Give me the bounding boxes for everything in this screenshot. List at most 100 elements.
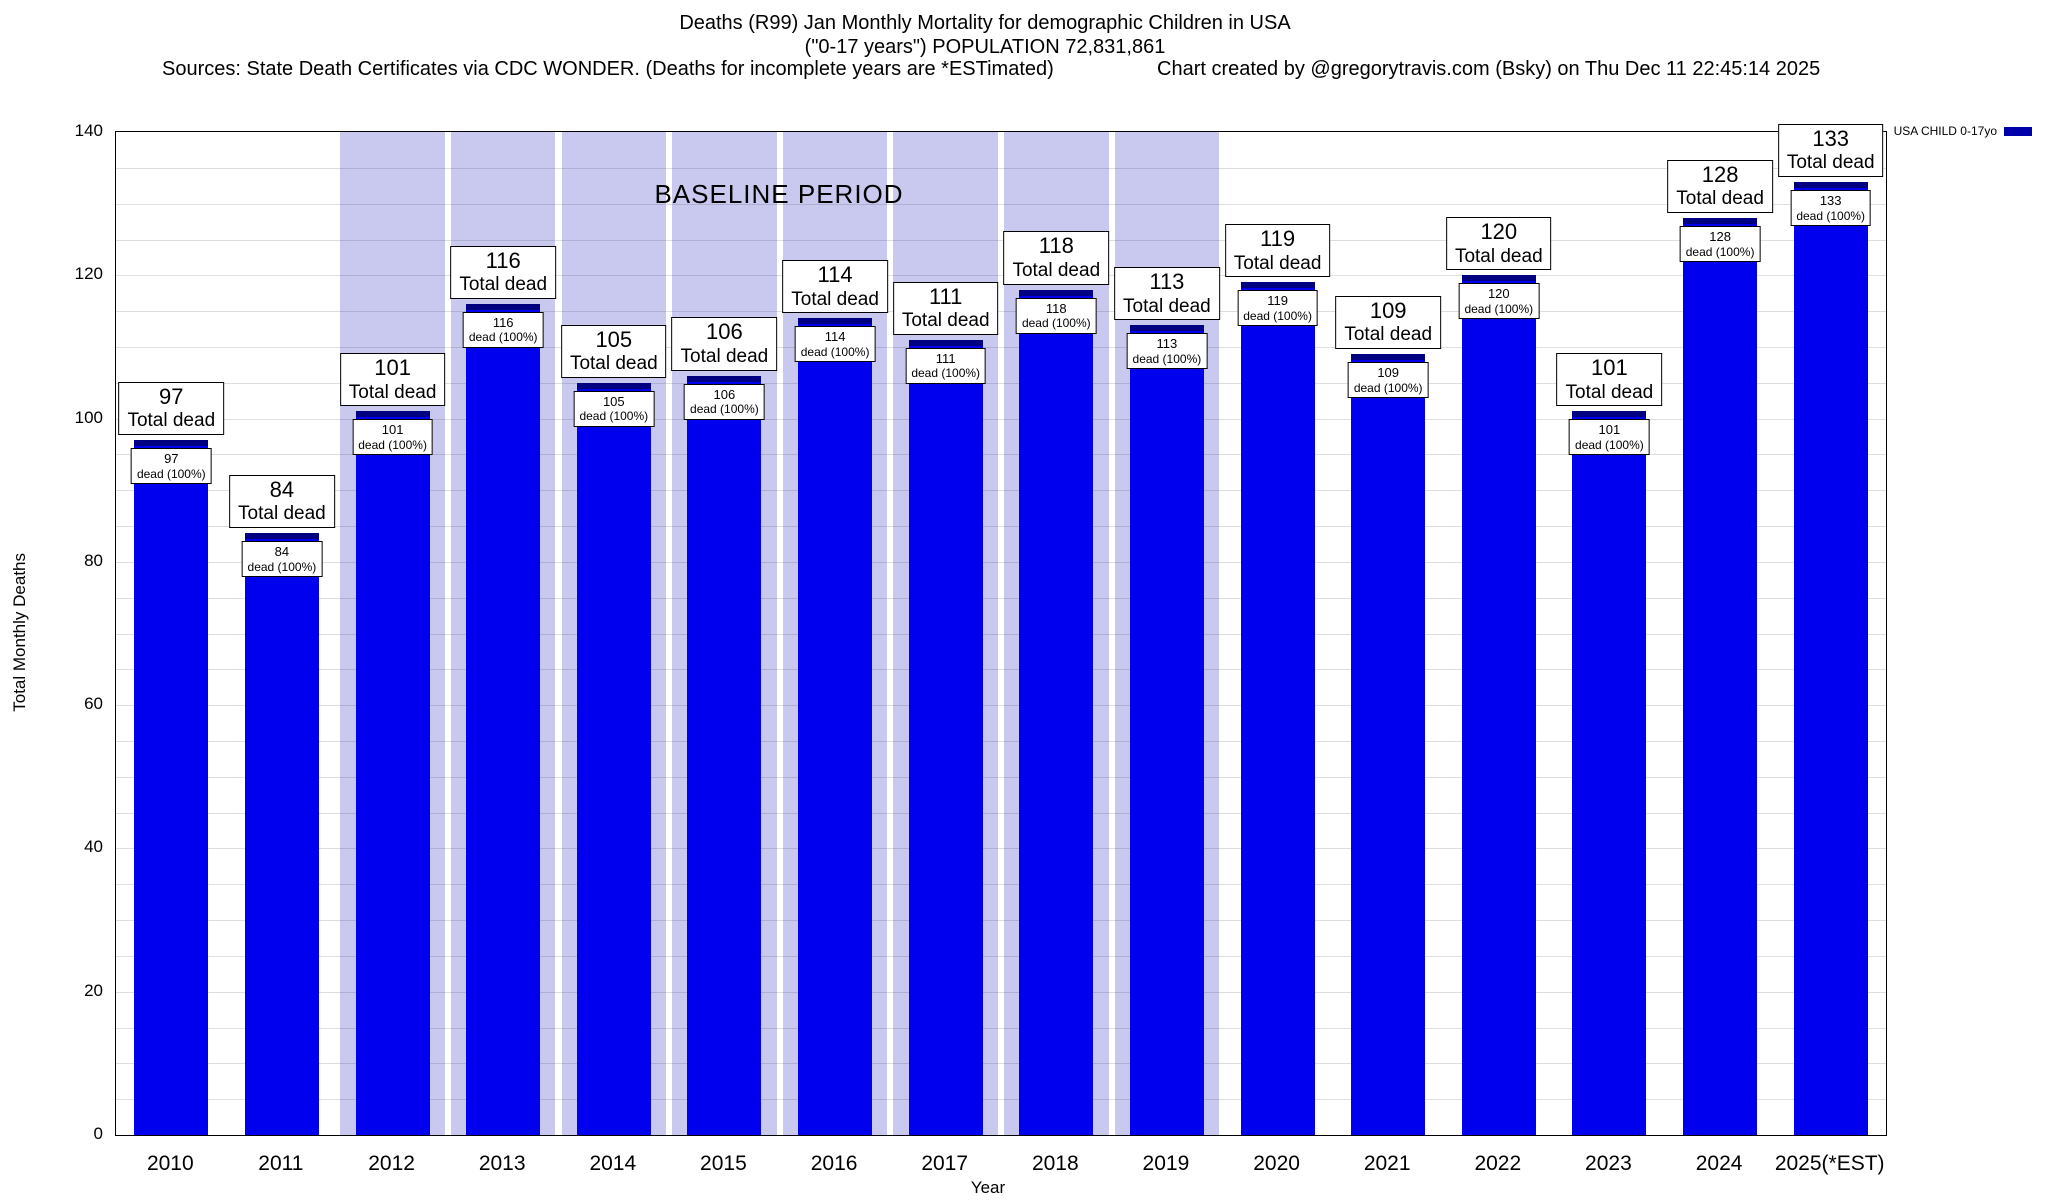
- credit-note: Chart created by @gregorytravis.com (Bsk…: [1157, 58, 1821, 80]
- x-tick-label: 2013: [478, 1152, 526, 1175]
- bar-total-label: 120 Total dead: [1445, 217, 1552, 271]
- bar-total-label: 113 Total dead: [1114, 267, 1220, 321]
- x-tick-label: 2017: [921, 1152, 969, 1175]
- bar-inner-value: 106: [713, 386, 736, 402]
- bar-inner-text: dead (100%): [1132, 351, 1202, 366]
- bar-cap: [1793, 182, 1868, 189]
- x-tick-label: 2024: [1695, 1152, 1743, 1175]
- bar-cap: [576, 382, 651, 389]
- bar-inner-label: 116 dead (100%): [462, 311, 544, 348]
- x-tick-label: 2011: [258, 1152, 304, 1175]
- bar-total-text: Total dead: [680, 345, 769, 367]
- bar: [1683, 218, 1758, 1135]
- y-tick-label: 120: [74, 264, 103, 284]
- bar-inner-label: 113 dead (100%): [1126, 333, 1208, 370]
- bar: [466, 303, 541, 1135]
- bar: [687, 375, 762, 1135]
- gridline: [116, 490, 1886, 492]
- bar: [1351, 354, 1426, 1135]
- gridline: [116, 741, 1886, 742]
- x-tick-label: 2016: [810, 1152, 858, 1175]
- x-tick-label: 2010: [146, 1152, 194, 1175]
- bar: [576, 382, 651, 1135]
- gridline: [116, 955, 1886, 957]
- bar-inner-value: 128: [1709, 229, 1731, 244]
- bar: [908, 339, 983, 1135]
- bar-inner-text: dead (100%): [1243, 308, 1312, 323]
- bar: [798, 318, 873, 1135]
- gridline: [116, 346, 1886, 348]
- bar-inner-text: dead (100%): [358, 437, 427, 452]
- y-tick-label: 80: [84, 550, 103, 570]
- bar-total-label: 106 Total dead: [671, 317, 778, 371]
- legend-swatch: [2004, 126, 2032, 136]
- y-tick-label: 100: [74, 407, 103, 427]
- bar-total-text: Total dead: [1565, 381, 1654, 403]
- bar-cap: [244, 533, 319, 540]
- y-tick-label: 40: [84, 837, 103, 857]
- bar-inner-label: 106 dead (100%): [684, 383, 765, 420]
- gridline: [116, 669, 1886, 671]
- bar-inner-value: 109: [1377, 365, 1400, 381]
- bar-inner-value: 116: [492, 314, 514, 330]
- bar: [1129, 325, 1204, 1135]
- gridline: [116, 1063, 1886, 1065]
- bar-total-label: 133 Total dead: [1777, 123, 1884, 178]
- bar-inner-text: dead (100%): [1464, 301, 1534, 316]
- y-tick-label: 60: [84, 694, 103, 714]
- bar-inner-label: 105 dead (100%): [573, 390, 655, 427]
- bar-inner-text: dead (100%): [800, 344, 870, 359]
- bar-inner-text: dead (100%): [136, 466, 206, 481]
- bar: [1572, 411, 1647, 1135]
- bar-total-label: 105 Total dead: [560, 324, 667, 378]
- x-tick-label: 2025(*EST): [1774, 1152, 1885, 1175]
- bar-inner-value: 113: [1156, 336, 1178, 352]
- bar-inner-text: dead (100%): [1685, 244, 1755, 259]
- bar-total-value: 116: [485, 247, 521, 273]
- bar-total-label: 116 Total dead: [450, 245, 557, 299]
- bar-inner-label: 114 dead (100%): [794, 326, 876, 363]
- bar-total-text: Total dead: [1676, 188, 1764, 210]
- gridline: [116, 705, 1886, 707]
- chart-subtitle: ("0-17 years") POPULATION 72,831,861: [804, 36, 1166, 58]
- bar-total-value: 114: [817, 262, 853, 288]
- bar: [1793, 182, 1868, 1135]
- bar-inner-text: dead (100%): [1353, 380, 1423, 395]
- gridline: [116, 920, 1886, 922]
- bar-total-label: 119 Total dead: [1224, 224, 1331, 278]
- y-axis-label: Total Monthly Deaths: [10, 553, 29, 712]
- bar-total-label: 101 Total dead: [339, 353, 446, 407]
- gridline: [116, 633, 1886, 635]
- bar-inner-text: dead (100%): [468, 330, 538, 345]
- bar-total-value: 120: [1480, 219, 1518, 245]
- bar-total-label: 111 Total dead: [892, 281, 999, 335]
- gridline: [116, 239, 1886, 241]
- bar: [244, 533, 319, 1135]
- x-tick-label: 2022: [1474, 1152, 1522, 1175]
- bar-total-text: Total dead: [1786, 152, 1875, 174]
- x-axis-label: Year: [970, 1178, 1006, 1197]
- bar-total-value: 109: [1369, 297, 1407, 323]
- gridline: [116, 848, 1886, 850]
- gridline: [116, 884, 1886, 886]
- legend: USA CHILD 0-17yo: [1894, 124, 2032, 138]
- bar-inner-text: dead (100%): [247, 559, 317, 574]
- bar-total-value: 101: [374, 355, 411, 381]
- legend-label: USA CHILD 0-17yo: [1893, 124, 1997, 138]
- y-tick-label: 0: [93, 1124, 103, 1143]
- bar-inner-value: 101: [1598, 422, 1621, 438]
- bar-total-value: 118: [1038, 233, 1074, 259]
- bar-inner-text: dead (100%): [1796, 208, 1866, 223]
- bar-total-value: 113: [1149, 269, 1185, 295]
- gridline: [116, 454, 1886, 456]
- bar-total-value: 119: [1260, 226, 1296, 252]
- bar-inner-value: 114: [824, 329, 846, 345]
- bar-cap: [466, 303, 541, 310]
- bar-total-value: 84: [269, 477, 295, 503]
- gridline: [116, 418, 1886, 420]
- bar-cap: [1351, 354, 1426, 361]
- bar-total-text: Total dead: [1233, 252, 1322, 274]
- bar-inner-label: 101 dead (100%): [1569, 419, 1650, 456]
- bar-total-text: Total dead: [901, 310, 990, 332]
- bar-inner-value: 97: [164, 451, 179, 467]
